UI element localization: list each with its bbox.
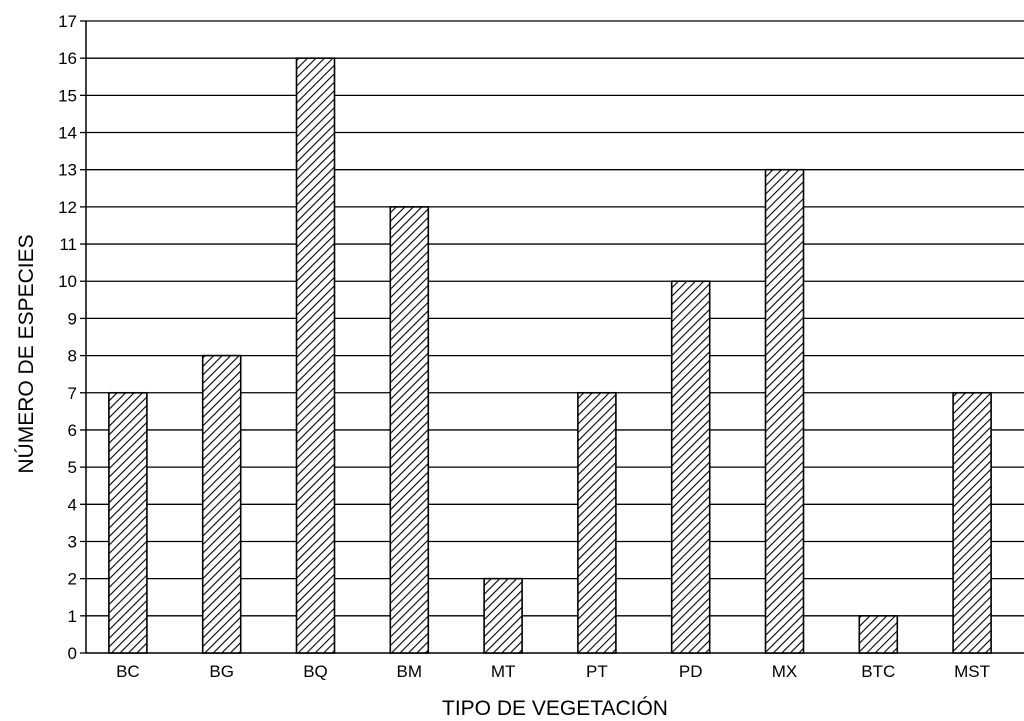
y-tick-label: 8 [68,347,77,366]
y-tick-label: 14 [58,124,77,143]
y-tick-label: 4 [68,495,77,514]
bar-bq [295,57,336,654]
x-tick-label: BTC [861,662,895,681]
bar-btc [858,615,899,654]
bar-bg [201,354,242,654]
bars [108,57,992,654]
y-tick-label: 1 [68,607,77,626]
y-tick-label: 5 [68,458,77,477]
y-tick-label: 6 [68,421,77,440]
bar-mst [952,391,992,654]
y-tick-label: 13 [58,161,77,180]
y-tick-label: 15 [58,86,77,105]
x-tick-label: MST [954,662,990,681]
x-tick-label: MT [491,662,516,681]
y-tick-label: 10 [58,272,77,291]
x-tick-label: MX [772,662,798,681]
y-tick-label: 17 [58,12,77,31]
y-tick-label: 9 [68,309,77,328]
bar-mx [764,168,805,654]
x-tick-label: PT [586,662,608,681]
y-tick-label: 2 [68,570,77,589]
x-tick-label: PD [679,662,703,681]
gridlines [86,20,1024,617]
bar-mt [483,577,523,654]
x-tick-labels: BC BG BQ BM MT PT PD MX BTC MST [116,662,990,681]
bar-pt [577,391,617,654]
bar-pd [670,280,711,654]
y-tick-label: 0 [68,644,77,663]
y-tick-label: 16 [58,49,77,68]
x-tick-label: BM [397,662,423,681]
x-tick-label: BG [209,662,234,681]
y-tick-label: 12 [58,198,77,217]
x-axis-title: TIPO DE VEGETACIÓN [442,697,668,720]
y-tick-label: 3 [68,532,77,551]
y-tick-label: 11 [59,235,77,254]
bar-bc [108,391,148,654]
x-tick-label: BQ [303,662,328,681]
y-axis-title: NÚMERO DE ESPECIES [15,234,38,473]
y-tick-label: 7 [68,384,77,403]
bar-bm [389,206,430,654]
x-tick-label: BC [116,662,140,681]
